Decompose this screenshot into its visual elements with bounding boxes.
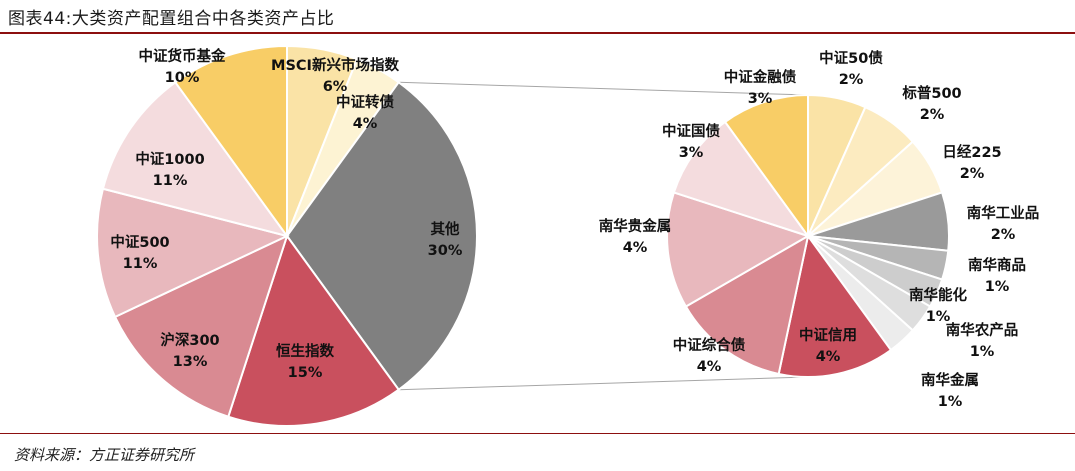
detail-label-11-value: 3% (679, 145, 704, 161)
detail-label-12-name: 中证金融债 (724, 68, 797, 86)
detail-label-6-value: 1% (970, 344, 995, 360)
source-rule (0, 433, 1075, 434)
detail-label-11-name: 中证国债 (662, 122, 720, 140)
main-slice-5 (96, 187, 290, 319)
detail-label-3-name: 南华工业品 (967, 204, 1040, 222)
main-label-0-name: MSCI新兴市场指数 (271, 56, 399, 74)
detail-label-10-value: 4% (623, 240, 648, 256)
connector-top (398, 81, 809, 96)
detail-label-9-value: 4% (697, 359, 722, 375)
detail-slice-12 (723, 93, 809, 240)
main-slice-6 (101, 80, 290, 238)
detail-label-4-value: 1% (985, 279, 1010, 295)
detail-label-10-name: 南华贵金属 (599, 217, 672, 235)
main-label-2-value: 30% (428, 243, 463, 259)
detail-label-0-name: 中证50债 (819, 49, 883, 67)
source-note: 资料来源：方正证券研究所 (14, 446, 195, 464)
detail-label-8-name: 中证信用 (799, 326, 857, 344)
main-label-5-name: 中证500 (110, 233, 169, 251)
detail-label-8-value: 4% (816, 349, 841, 365)
detail-label-0-value: 2% (839, 72, 864, 88)
detail-label-6-name: 南华农产品 (946, 321, 1019, 339)
main-label-6-name: 中证1000 (135, 150, 204, 168)
detail-pie (666, 93, 950, 379)
detail-label-9-name: 中证综合债 (673, 336, 746, 354)
slice-labels: MSCI新兴市场指数 6%中证转债 4% 其他 30% 恒生指数 15% 沪深300 13% 中证… (110, 47, 1039, 410)
detail-label-7-name: 南华金属 (921, 371, 979, 389)
main-label-2-name: 其他 (431, 220, 460, 238)
detail-label-1-name: 标普500 (901, 84, 961, 102)
main-slice-4 (113, 234, 289, 418)
main-label-0-value: 6% (323, 79, 348, 95)
detail-label-7-value: 1% (938, 394, 963, 410)
main-label-6-value: 11% (153, 173, 188, 189)
connector-lines (398, 81, 809, 391)
detail-label-3-value: 2% (991, 227, 1016, 243)
detail-slice-8 (777, 233, 893, 379)
detail-slice-9 (684, 234, 810, 376)
detail-label-12-value: 3% (748, 91, 773, 107)
detail-slice-11 (672, 120, 811, 238)
main-label-4-name: 沪深300 (160, 331, 219, 349)
main-slice-2 (285, 80, 478, 392)
main-label-1-name: 中证转债 (336, 93, 394, 111)
main-slice-3 (227, 233, 401, 427)
main-pie (96, 44, 478, 427)
chart-title: 图表44:大类资产配置组合中各类资产占比 (8, 9, 335, 29)
detail-slice-10 (666, 191, 811, 308)
connector-bottom (398, 376, 809, 391)
detail-label-5-name: 南华能化 (909, 286, 967, 304)
main-label-1-value: 4% (353, 116, 378, 132)
main-label-7-value: 10% (165, 70, 200, 86)
detail-label-1-value: 2% (920, 107, 945, 123)
detail-label-5-value: 1% (926, 309, 951, 325)
title-rule (0, 32, 1075, 34)
detail-label-4-name: 南华商品 (968, 256, 1026, 274)
main-label-4-value: 13% (173, 354, 208, 370)
main-label-7-name: 中证货币基金 (139, 47, 226, 65)
main-slice-7 (173, 44, 288, 240)
detail-label-2-name: 日经225 (942, 143, 1001, 161)
main-label-3-name: 恒生指数 (276, 342, 334, 360)
main-label-5-value: 11% (123, 256, 158, 272)
detail-label-2-value: 2% (960, 166, 985, 182)
main-label-3-value: 15% (288, 365, 323, 381)
